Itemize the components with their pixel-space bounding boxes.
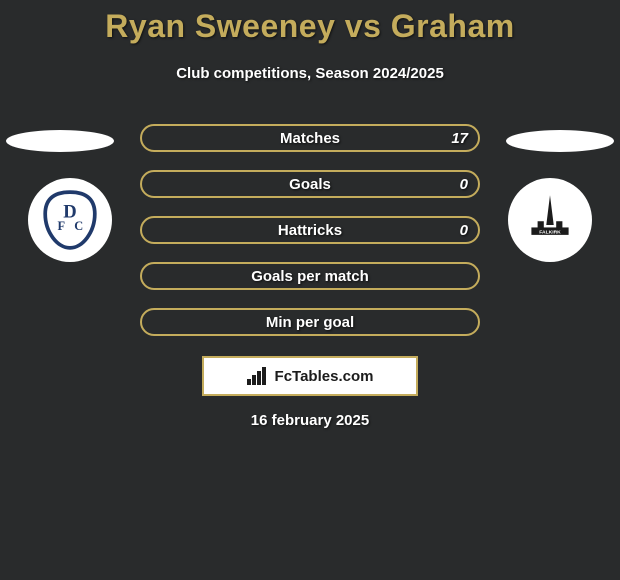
team-logo-left: D F C (28, 178, 112, 262)
subtitle: Club competitions, Season 2024/2025 (0, 65, 620, 82)
stat-label: Matches (280, 130, 340, 147)
stat-bars: Matches 17 Goals 0 Hattricks 0 Goals per… (140, 124, 480, 354)
credit-text: FcTables.com (275, 368, 374, 385)
stat-label: Min per goal (266, 314, 354, 331)
player-marker-right (506, 130, 614, 152)
stat-bar-matches: Matches 17 (140, 124, 480, 152)
bar-chart-icon (247, 367, 269, 385)
stat-bar-goals: Goals 0 (140, 170, 480, 198)
svg-text:F: F (58, 219, 66, 233)
stat-value: 17 (451, 130, 468, 147)
stat-bar-goals-per-match: Goals per match (140, 262, 480, 290)
dundee-fc-icon: D F C (39, 189, 101, 251)
credit-box: FcTables.com (202, 356, 418, 396)
page-title: Ryan Sweeney vs Graham (0, 0, 620, 45)
date-label: 16 february 2025 (0, 412, 620, 429)
svg-text:FALKIRK: FALKIRK (539, 230, 561, 236)
stat-bar-min-per-goal: Min per goal (140, 308, 480, 336)
stat-value: 0 (460, 222, 468, 239)
stat-value: 0 (460, 176, 468, 193)
player-marker-left (6, 130, 114, 152)
falkirk-icon: FALKIRK (519, 189, 581, 251)
stat-bar-hattricks: Hattricks 0 (140, 216, 480, 244)
stat-label: Hattricks (278, 222, 342, 239)
stat-label: Goals (289, 176, 331, 193)
svg-text:C: C (74, 219, 83, 233)
stat-label: Goals per match (251, 268, 369, 285)
team-logo-right: FALKIRK (508, 178, 592, 262)
